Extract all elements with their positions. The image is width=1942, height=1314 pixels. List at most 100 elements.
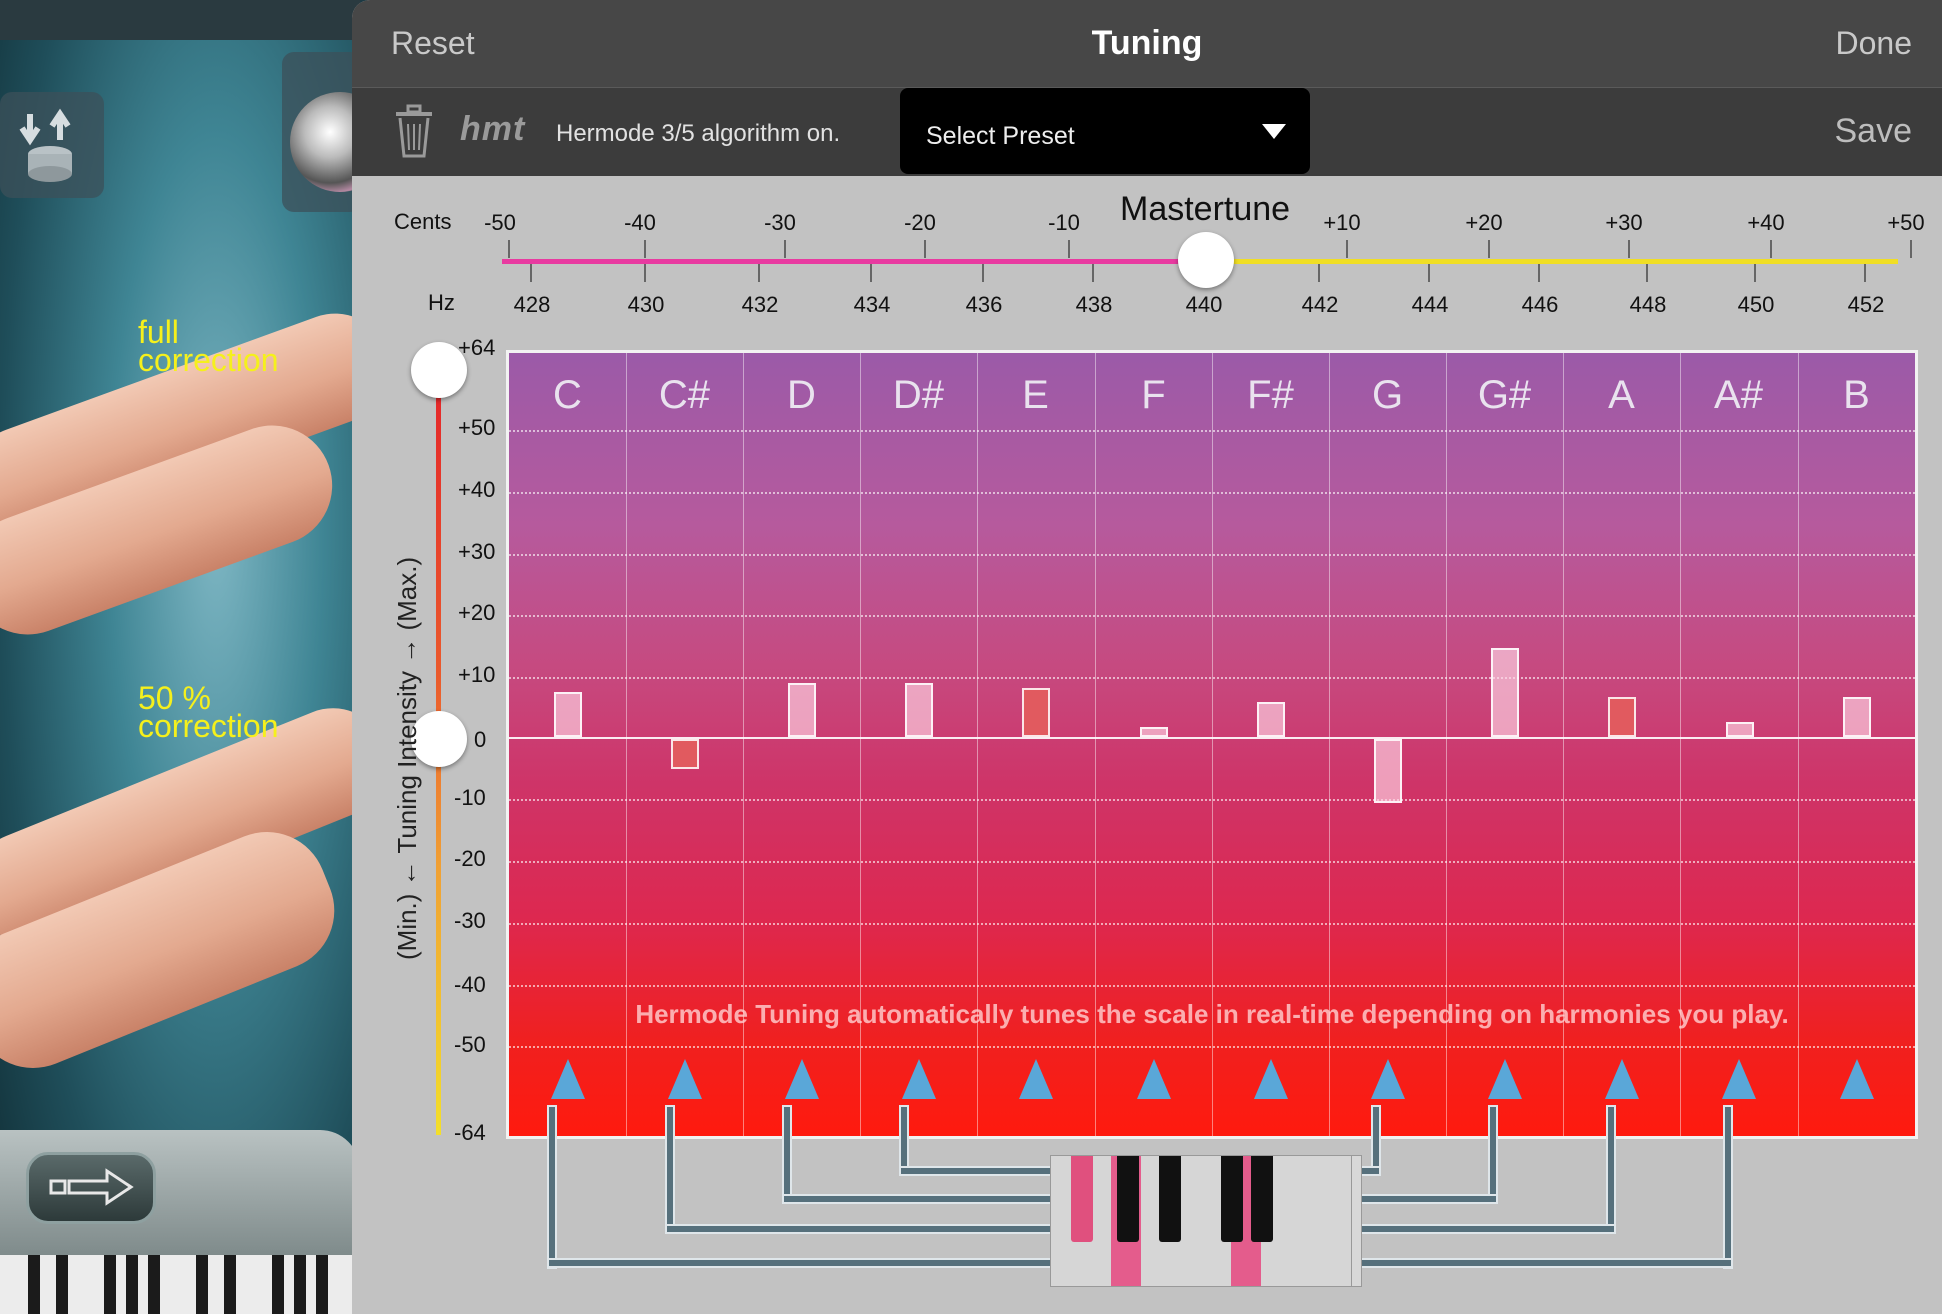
swap-database-icon bbox=[19, 108, 72, 182]
save-button[interactable]: Save bbox=[1834, 112, 1913, 150]
mastertune-track-negative bbox=[502, 259, 1252, 264]
preset-toolbar: hmt Hermode 3/5 algorithm on. Select Pre… bbox=[352, 88, 1942, 176]
tuning-bar-b[interactable] bbox=[1842, 697, 1871, 737]
mapping-line bbox=[782, 1105, 792, 1204]
mapping-line bbox=[1347, 1258, 1733, 1268]
cents-tick-label: -50 bbox=[484, 210, 516, 235]
note-label: E bbox=[1022, 373, 1049, 417]
arrow-up-icon bbox=[785, 1059, 819, 1099]
note-label: G# bbox=[1477, 373, 1532, 417]
mastertune-track-positive bbox=[1208, 259, 1898, 264]
hermode-hint: Hermode Tuning automatically tunes the s… bbox=[635, 999, 1789, 1029]
arrow-up-icon bbox=[1488, 1059, 1522, 1099]
note-tuning-grid: C C# D D# E F F# G G# A A# B Hermode Tun… bbox=[506, 350, 1918, 1139]
arrow-up-icon bbox=[902, 1059, 936, 1099]
y-tick-label: -50 bbox=[454, 1032, 486, 1057]
mastertune-title: Mastertune bbox=[1120, 190, 1291, 228]
intensity-thumb-full[interactable] bbox=[411, 342, 467, 398]
note-label: C bbox=[553, 373, 582, 417]
y-tick-label: -64 bbox=[454, 1120, 486, 1145]
cents-tick-label: -10 bbox=[1048, 210, 1080, 235]
arrow-up-icon bbox=[1137, 1059, 1171, 1099]
background-top-strip bbox=[0, 0, 360, 40]
mini-keyboard bbox=[1050, 1155, 1362, 1287]
hz-tick-label: 440 bbox=[1185, 292, 1223, 317]
hz-tick-label: 442 bbox=[1301, 292, 1339, 317]
intensity-axis-label: (Min.) ← Tuning Intensity → (Max.) bbox=[392, 556, 422, 960]
y-tick-label: +30 bbox=[458, 539, 496, 564]
background-app bbox=[0, 0, 360, 1314]
tuning-panel: Reset Tuning Done hmt Hermode 3/5 algori… bbox=[352, 0, 1942, 1314]
done-button[interactable]: Done bbox=[1835, 25, 1913, 61]
tuning-bar-a-sharp[interactable] bbox=[1725, 722, 1754, 737]
cents-tick-label: +30 bbox=[1605, 210, 1643, 235]
y-tick-label: 0 bbox=[474, 727, 487, 752]
trash-icon[interactable] bbox=[394, 104, 434, 160]
mapping-line bbox=[547, 1105, 557, 1269]
algorithm-status: Hermode 3/5 algorithm on. bbox=[556, 120, 841, 147]
hz-tick-label: 430 bbox=[627, 292, 665, 317]
cents-label: Cents bbox=[394, 209, 452, 234]
hz-tick-label: 428 bbox=[513, 292, 551, 317]
arrow-up-icon bbox=[668, 1059, 702, 1099]
chevron-down-icon bbox=[1262, 124, 1286, 139]
tuning-bar-c-sharp[interactable] bbox=[670, 739, 699, 769]
note-label: D bbox=[787, 373, 816, 417]
tuning-bar-f[interactable] bbox=[1139, 727, 1168, 737]
cents-tick-label: +20 bbox=[1465, 210, 1503, 235]
preset-select[interactable]: Select Preset bbox=[900, 88, 1310, 174]
y-tick-label: -30 bbox=[454, 908, 486, 933]
y-tick-label: +10 bbox=[458, 662, 496, 687]
hz-tick-label: 436 bbox=[965, 292, 1003, 317]
preset-select-label: Select Preset bbox=[926, 122, 1075, 150]
half-correction-label: 50 % correction bbox=[138, 680, 279, 744]
tuning-bar-a[interactable] bbox=[1608, 697, 1637, 737]
note-label: G bbox=[1371, 373, 1404, 417]
mapping-line bbox=[547, 1258, 1061, 1268]
mapping-line bbox=[1488, 1105, 1498, 1204]
arrow-up-icon bbox=[1254, 1059, 1288, 1099]
mapping-line bbox=[665, 1105, 675, 1234]
y-tick-label: +40 bbox=[458, 477, 496, 502]
hmt-logo: hmt bbox=[460, 110, 526, 148]
cents-tick-label: -40 bbox=[624, 210, 656, 235]
arrow-right-button[interactable] bbox=[26, 1152, 156, 1224]
note-label: A# bbox=[1714, 373, 1763, 417]
arrow-up-icon bbox=[551, 1059, 585, 1099]
tuning-bar-c[interactable] bbox=[553, 692, 582, 737]
note-label: A bbox=[1608, 373, 1635, 417]
tuning-bar-d-sharp[interactable] bbox=[905, 682, 934, 737]
tuning-bar-d[interactable] bbox=[788, 682, 816, 737]
cents-tick-label: +10 bbox=[1323, 210, 1361, 235]
cents-tick-label: +40 bbox=[1747, 210, 1785, 235]
y-tick-label: +50 bbox=[458, 415, 496, 440]
title-bar: Reset Tuning Done bbox=[352, 0, 1942, 88]
hz-tick-label: 446 bbox=[1521, 292, 1559, 317]
tuning-bar-e[interactable] bbox=[1022, 687, 1051, 737]
mapping-line bbox=[1723, 1105, 1733, 1269]
arrow-up-icon bbox=[1605, 1059, 1639, 1099]
page-title: Tuning bbox=[1091, 24, 1203, 62]
reset-button[interactable]: Reset bbox=[391, 25, 475, 61]
arrow-right-icon bbox=[49, 1168, 134, 1206]
arrow-up-icon bbox=[1840, 1059, 1874, 1099]
background-piano-keys bbox=[0, 1255, 360, 1314]
arrow-up-icon bbox=[1722, 1059, 1756, 1099]
cents-tick-label: -30 bbox=[764, 210, 796, 235]
zero-line bbox=[509, 737, 1915, 739]
mapping-line bbox=[1606, 1105, 1616, 1234]
hz-tick-label: 444 bbox=[1411, 292, 1449, 317]
tuning-bar-g-sharp[interactable] bbox=[1491, 647, 1520, 737]
tuning-bar-g[interactable] bbox=[1374, 739, 1402, 804]
y-tick-label: -40 bbox=[454, 972, 486, 997]
tuning-bar-f-sharp[interactable] bbox=[1256, 702, 1285, 737]
hz-tick-label: 448 bbox=[1629, 292, 1667, 317]
hz-tick-label: 434 bbox=[853, 292, 891, 317]
cents-tick-label: +50 bbox=[1887, 210, 1925, 235]
tool-tile[interactable] bbox=[0, 92, 104, 198]
intensity-thumb-half[interactable] bbox=[411, 711, 467, 767]
full-correction-label: full correction bbox=[138, 314, 279, 378]
hz-tick-label: 452 bbox=[1847, 292, 1885, 317]
arrow-up-icon bbox=[1371, 1059, 1405, 1099]
mastertune-slider-thumb[interactable] bbox=[1178, 232, 1234, 288]
